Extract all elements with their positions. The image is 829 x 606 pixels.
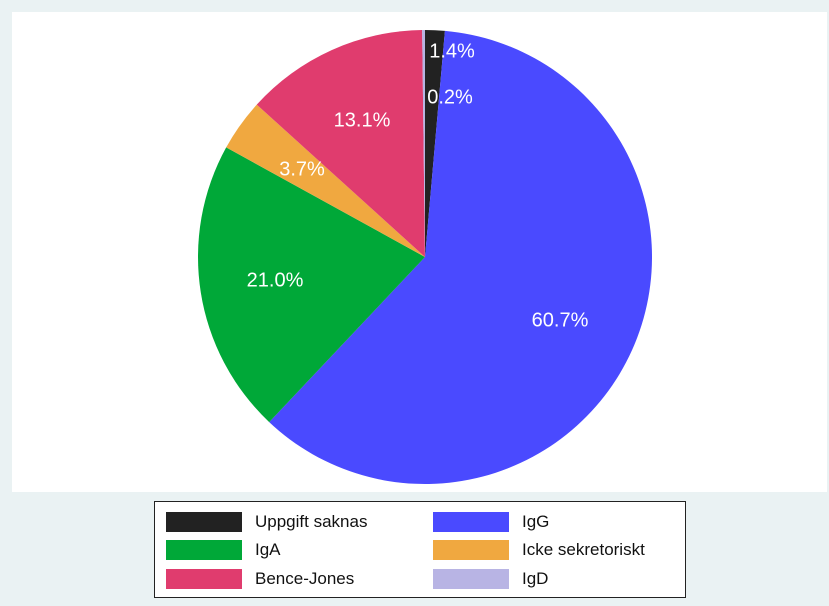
legend-swatch [433,540,509,560]
slice-label-igd: 0.2% [427,86,473,108]
legend: Uppgift saknas IgG IgA Icke sekretoriskt… [154,501,686,598]
legend-swatch [166,540,242,560]
slice-label-igg: 60.7% [532,309,589,331]
legend-item-igd: IgD [433,568,548,590]
slice-label-icke-sekretoriskt: 3.7% [279,158,325,180]
legend-label: Icke sekretoriskt [522,540,645,559]
pie-slice-bence-jones [256,30,425,257]
pie-slice-icke-sekretoriskt [226,104,425,257]
legend-swatch [166,569,242,589]
legend-label: IgD [522,569,549,588]
pie-slice-igd [422,30,425,257]
pie-slice-igg [269,30,653,485]
pie-slice-uppgift-saknas [425,30,445,257]
slice-label-uppgift-saknas: 1.4% [429,40,475,62]
legend-label: IgA [255,540,281,559]
legend-swatch [433,569,509,589]
legend-label: IgG [522,512,550,531]
legend-item-igg: IgG [433,511,549,533]
slice-label-bence-jones: 13.1% [334,109,391,131]
legend-label: Bence-Jones [255,569,355,588]
slice-label-iga: 21.0% [247,269,304,291]
legend-label: Uppgift saknas [255,512,368,531]
legend-item-icke-sekretoriskt: Icke sekretoriskt [433,539,645,561]
legend-swatch [166,512,242,532]
legend-item-uppgift-saknas: Uppgift saknas [166,511,367,533]
legend-item-bence-jones: Bence-Jones [166,568,354,590]
pie-slice-iga [198,147,425,423]
legend-swatch [433,512,509,532]
legend-item-iga: IgA [166,539,281,561]
